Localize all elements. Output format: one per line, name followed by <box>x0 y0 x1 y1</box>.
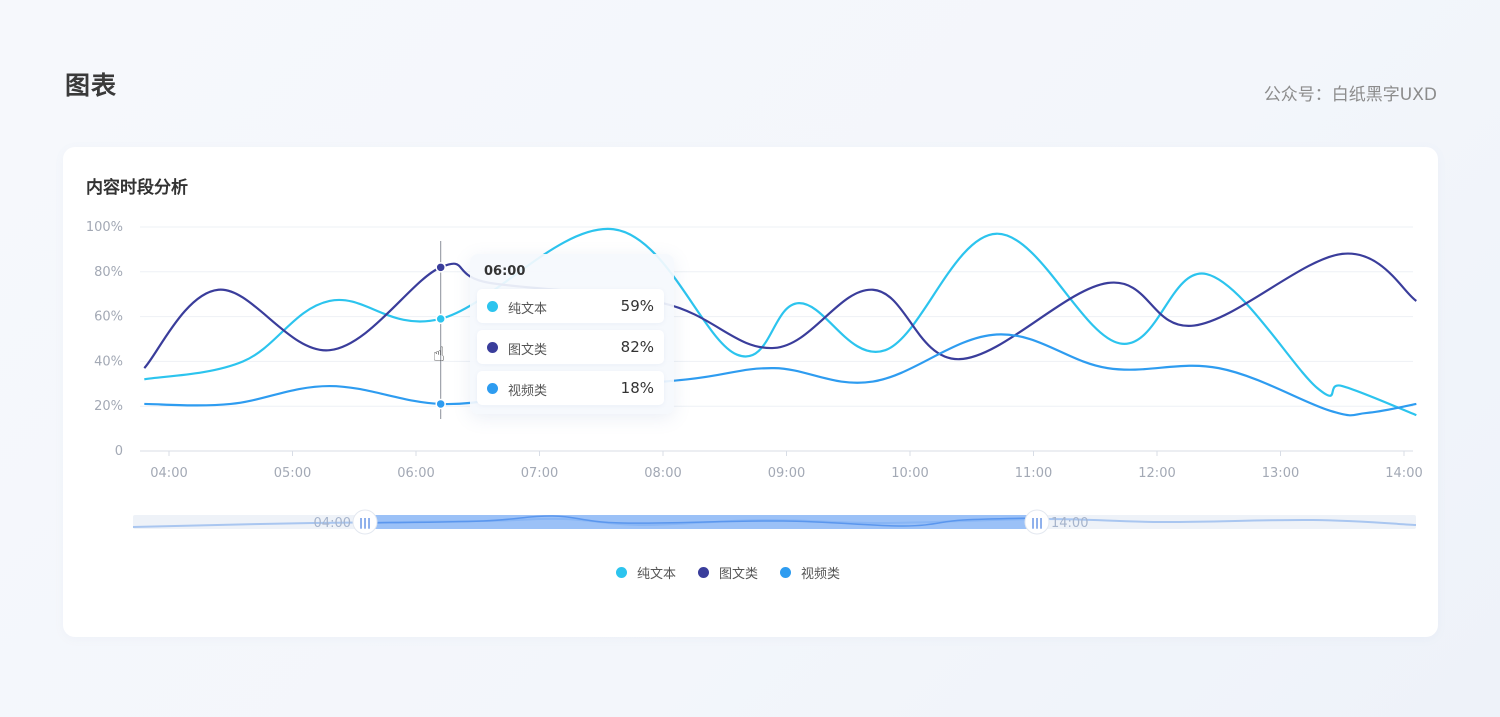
tooltip-row-text: 纯文本 59% <box>477 289 664 323</box>
y-tick-label: 20% <box>94 399 123 414</box>
x-tick-label: 11:00 <box>1015 466 1052 481</box>
x-tick-label: 06:00 <box>397 466 434 481</box>
tooltip-name-video: 视频类 <box>508 384 548 399</box>
series-line-video <box>144 333 1417 417</box>
tooltip-row-video: 视频类 18% <box>477 371 664 405</box>
legend-item-graphic[interactable]: 图文类 <box>698 563 758 582</box>
tooltip-value-graphic: 82% <box>620 338 654 356</box>
datazoom-handle-start[interactable] <box>352 509 378 535</box>
page-title: 图表 <box>65 71 118 100</box>
x-tick-label: 13:00 <box>1262 466 1299 481</box>
tooltip-dot-text <box>487 301 498 312</box>
datazoom-handle-end[interactable] <box>1024 509 1050 535</box>
chart-legend: 纯文本 图文类 视频类 <box>616 563 840 582</box>
tooltip-value-text: 59% <box>620 297 654 315</box>
hover-point-text <box>435 313 446 325</box>
x-tick-label: 09:00 <box>768 466 805 481</box>
legend-dot-video <box>780 567 792 578</box>
legend-dot-graphic <box>698 567 710 578</box>
y-tick-label: 100% <box>86 220 123 235</box>
chart-card: 内容时段分析 0 20% 40% 60% 80% 100% 04:00 05:00 06:00 0… <box>63 147 1438 637</box>
tooltip-name-graphic: 图文类 <box>508 343 548 358</box>
tooltip-dot-graphic <box>487 342 498 353</box>
x-tick-label: 10:00 <box>891 466 928 481</box>
x-tick-label: 14:00 <box>1385 466 1422 481</box>
legend-label-video: 视频类 <box>801 567 841 582</box>
y-tick-label: 40% <box>94 354 123 369</box>
y-tick-label: 60% <box>94 310 123 325</box>
y-tick-label: 80% <box>94 265 123 280</box>
series-line-graphic <box>143 252 1418 369</box>
tooltip-row-graphic: 图文类 82% <box>477 330 664 364</box>
legend-label-graphic: 图文类 <box>719 567 759 582</box>
x-tick-label: 05:00 <box>274 466 311 481</box>
pointer-cursor-icon: ☝ <box>433 342 445 366</box>
x-tick-label: 12:00 <box>1138 466 1175 481</box>
series-line-text <box>144 227 1417 417</box>
datazoom-selection-wave <box>364 515 1038 527</box>
chart-tooltip: 06:00 纯文本 59% 图文类 82% 视频类 18% <box>470 254 674 414</box>
y-tick-label: 0 <box>115 444 123 459</box>
hover-point-video <box>435 398 446 410</box>
tooltip-dot-video <box>487 383 498 394</box>
datazoom-end-label: 14:00 <box>1051 516 1088 531</box>
tooltip-value-video: 18% <box>620 379 654 397</box>
x-tick-label: 07:00 <box>521 466 558 481</box>
hover-point-graphic <box>435 262 446 273</box>
brand-label: 公众号：白纸黑字UXD <box>1263 85 1437 105</box>
tooltip-time: 06:00 <box>484 264 526 279</box>
x-tick-label: 08:00 <box>644 466 681 481</box>
grip-icon: ||| <box>359 516 371 529</box>
legend-item-video[interactable]: 视频类 <box>780 563 840 582</box>
legend-dot-text <box>616 567 627 578</box>
grip-icon: ||| <box>1031 516 1043 529</box>
card-title: 内容时段分析 <box>86 178 188 198</box>
x-tick-label: 04:00 <box>150 466 187 481</box>
legend-label-text: 纯文本 <box>637 567 677 582</box>
datazoom-start-label: 04:00 <box>314 516 351 531</box>
legend-item-text[interactable]: 纯文本 <box>616 563 676 582</box>
line-chart[interactable]: 0 20% 40% 60% 80% 100% 04:00 05:00 06:00 07:00 08:… <box>63 147 1438 637</box>
tooltip-name-text: 纯文本 <box>508 302 548 317</box>
